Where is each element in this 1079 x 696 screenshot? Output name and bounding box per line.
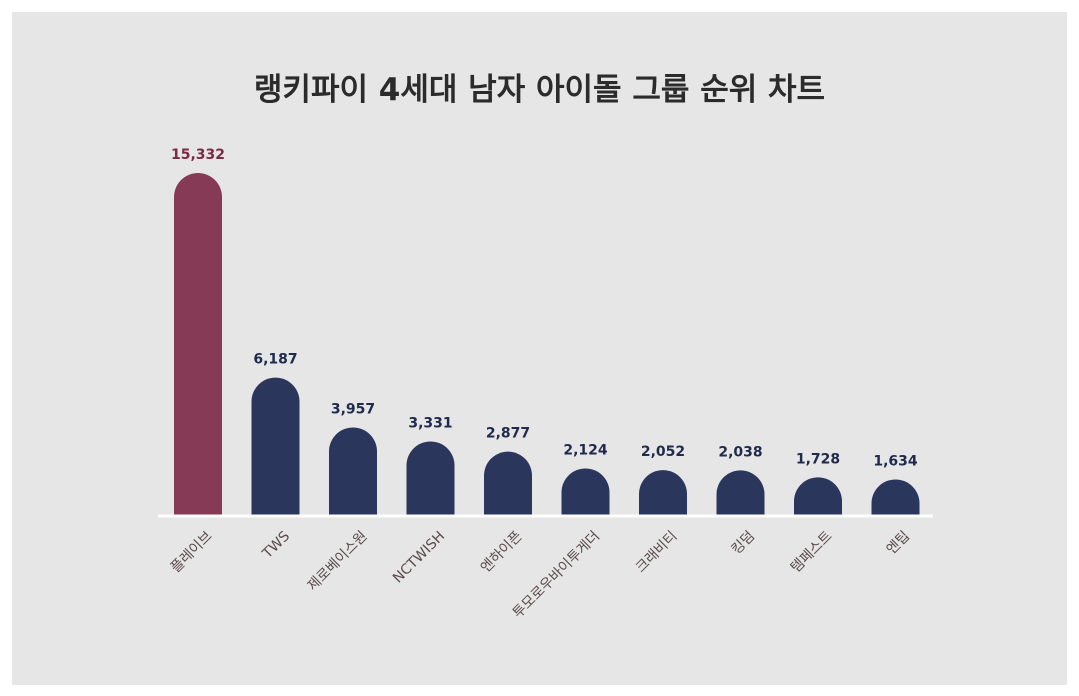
- bar-6: [561, 468, 610, 516]
- bar-4: [406, 441, 455, 516]
- category-label-8: 킹덤: [729, 528, 759, 558]
- value-label-2: 6,187: [253, 352, 297, 368]
- value-label-10: 1,634: [873, 453, 918, 469]
- category-label-4: NCTWISH: [390, 528, 448, 586]
- bars-group: [174, 173, 920, 516]
- chart-title: 랭키파이 4세대 남자 아이돌 그룹 순위 차트: [253, 72, 826, 108]
- bar-5: [484, 451, 532, 516]
- value-label-9: 1,728: [796, 451, 840, 467]
- category-label-10: 엔팁: [884, 528, 914, 558]
- category-label-1: 플레이브: [168, 528, 216, 576]
- bar-2: [251, 377, 300, 516]
- bar-3: [329, 427, 377, 516]
- bar-1: [174, 173, 222, 516]
- value-label-4: 3,331: [408, 415, 452, 431]
- value-label-6: 2,124: [563, 442, 608, 458]
- category-label-3: 제로베이스원: [305, 528, 371, 594]
- value-label-1: 15,332: [171, 147, 225, 163]
- value-label-5: 2,877: [486, 426, 530, 442]
- bar-7: [639, 470, 687, 516]
- bar-8: [716, 470, 765, 516]
- value-label-7: 2,052: [641, 444, 685, 460]
- bar-10: [871, 479, 920, 516]
- value-label-8: 2,038: [718, 444, 762, 460]
- category-label-5: 엔하이픈: [478, 528, 526, 576]
- value-labels-group: 15,332 6,187 3,957 3,331 2,877 2,124 2,052 2,03…: [171, 147, 918, 469]
- category-label-2: TWS: [259, 528, 293, 562]
- value-label-3: 3,957: [331, 401, 375, 417]
- bar-9: [794, 477, 843, 516]
- category-label-7: 크래비티: [633, 528, 681, 576]
- category-label-6: 투모로우바이투게더: [510, 528, 603, 621]
- category-label-9: 템페스트: [788, 528, 836, 576]
